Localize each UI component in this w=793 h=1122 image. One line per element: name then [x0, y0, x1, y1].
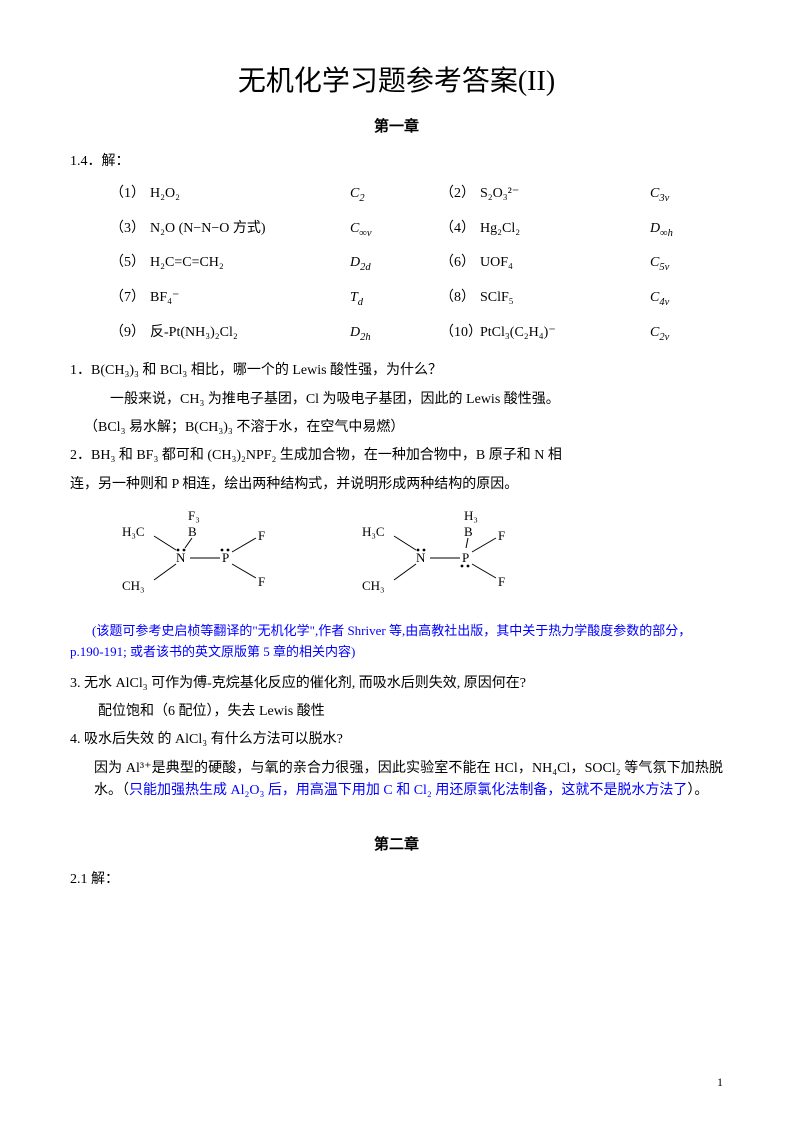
a1-line2: （BCl₃ 易水解；B(CH₃)₃ 不溶于水，在空气中易燃） — [70, 417, 723, 439]
cell-sym: C5v — [650, 252, 710, 277]
cell-num: （3） — [110, 218, 150, 243]
table-row: （3） N₂O (N−N−O 方式) C∞v （4） Hg₂Cl₂ D∞h — [70, 218, 723, 243]
table-row: （9） 反-Pt(NH₃)₂Cl₂ D2h （10） PtCl₃(C₂H₄)⁻ … — [70, 322, 723, 347]
q2-line1: 2．BH₃ 和 BF₃ 都可和 (CH₃)₂NPF₂ 生成加合物，在一种加合物中… — [70, 445, 723, 467]
svg-text:N: N — [416, 550, 426, 565]
svg-text:F: F — [258, 528, 265, 543]
q21-label: 2.1 解： — [70, 869, 723, 891]
table-row: （7） BF₄⁻ Td （8） SClF₅ C4v — [70, 287, 723, 312]
cell-formula: H₂C=C=CH₂ — [150, 252, 350, 277]
chapter-2-heading: 第二章 — [70, 833, 723, 857]
a1-line1: 一般来说，CH₃ 为推电子基团，Cl 为吸电子基团，因此的 Lewis 酸性强。 — [70, 389, 723, 411]
q4: 4. 吸水后失效 的 AlCl₃ 有什么方法可以脱水? — [70, 729, 723, 751]
cell-num: （1） — [110, 183, 150, 208]
cell-sym: Td — [350, 287, 440, 312]
structure-right-icon: H₃ B H₃C N P F F CH₃ — [350, 506, 530, 601]
cell-num: （5） — [110, 252, 150, 277]
q3: 3. 无水 AlCl₃ 可作为傅-克烷基化反应的催化剂, 而吸水后则失效, 原因… — [70, 673, 723, 695]
cell-formula: PtCl₃(C₂H₄)⁻ — [480, 322, 650, 347]
cell-sym: C∞v — [350, 218, 440, 243]
svg-text:B: B — [464, 524, 473, 539]
svg-text:F: F — [498, 528, 505, 543]
svg-text:F₃: F₃ — [188, 508, 200, 523]
svg-text:H₃: H₃ — [464, 508, 478, 523]
chapter-1-heading: 第一章 — [70, 115, 723, 139]
cell-formula: H₂O₂ — [150, 183, 350, 208]
svg-text:F: F — [498, 574, 505, 589]
cell-formula: Hg₂Cl₂ — [480, 218, 650, 243]
cell-sym: C2v — [650, 322, 710, 347]
page-title: 无机化学习题参考答案(II) — [70, 60, 723, 105]
cell-sym: D∞h — [650, 218, 710, 243]
svg-text:F: F — [258, 574, 265, 589]
structure-left-icon: F₃ B H₃C N P F F CH₃ — [110, 506, 290, 601]
q1: 1．B(CH₃)₃ 和 BCl₃ 相比，哪一个的 Lewis 酸性强，为什么？ — [70, 360, 723, 382]
chem-structures: F₃ B H₃C N P F F CH₃ H₃ B H₃C N P F F CH… — [110, 506, 723, 601]
cell-formula: 反-Pt(NH₃)₂Cl₂ — [150, 322, 350, 347]
cell-sym: C4v — [650, 287, 710, 312]
cell-sym: C3v — [650, 183, 710, 208]
svg-text:CH₃: CH₃ — [122, 578, 145, 593]
cell-formula: N₂O (N−N−O 方式) — [150, 218, 350, 243]
cell-num: （4） — [440, 218, 480, 243]
page-number: 1 — [717, 1073, 723, 1092]
a4: 因为 Al³⁺是典型的硬酸，与氧的亲合力很强，因此实验室不能在 HCl，NH₄C… — [70, 758, 723, 803]
cell-formula: SClF₅ — [480, 287, 650, 312]
svg-text:N: N — [176, 550, 186, 565]
svg-text:H₃C: H₃C — [122, 524, 145, 539]
cell-formula: UOF₄ — [480, 252, 650, 277]
svg-text:P: P — [222, 550, 229, 565]
table-row: （1） H₂O₂ C2 （2） S₂O₃²⁻ C3v — [70, 183, 723, 208]
cell-sym: D2h — [350, 322, 440, 347]
cell-num: （8） — [440, 287, 480, 312]
cell-num: （7） — [110, 287, 150, 312]
svg-text:P: P — [462, 550, 469, 565]
svg-text:CH₃: CH₃ — [362, 578, 385, 593]
cell-sym: C2 — [350, 183, 440, 208]
cell-num: （6） — [440, 252, 480, 277]
a3: 配位饱和（6 配位），失去 Lewis 酸性 — [70, 701, 723, 723]
cell-num: （10） — [440, 322, 480, 347]
svg-text:B: B — [188, 524, 197, 539]
cell-formula: S₂O₃²⁻ — [480, 183, 650, 208]
cell-num: （9） — [110, 322, 150, 347]
cell-formula: BF₄⁻ — [150, 287, 350, 312]
table-row: （5） H₂C=C=CH₂ D2d （6） UOF₄ C5v — [70, 252, 723, 277]
cell-num: （2） — [440, 183, 480, 208]
q2-line2: 连，另一种则和 P 相连，绘出两种结构式，并说明形成两种结构的原因。 — [70, 474, 723, 496]
q14-label: 1.4．解： — [70, 151, 723, 173]
reference-note: (该题可参考史启桢等翻译的"无机化学",作者 Shriver 等,由高教社出版，… — [70, 621, 723, 663]
symmetry-table: （1） H₂O₂ C2 （2） S₂O₃²⁻ C3v （3） N₂O (N−N−… — [70, 183, 723, 346]
cell-sym: D2d — [350, 252, 440, 277]
svg-text:H₃C: H₃C — [362, 524, 385, 539]
